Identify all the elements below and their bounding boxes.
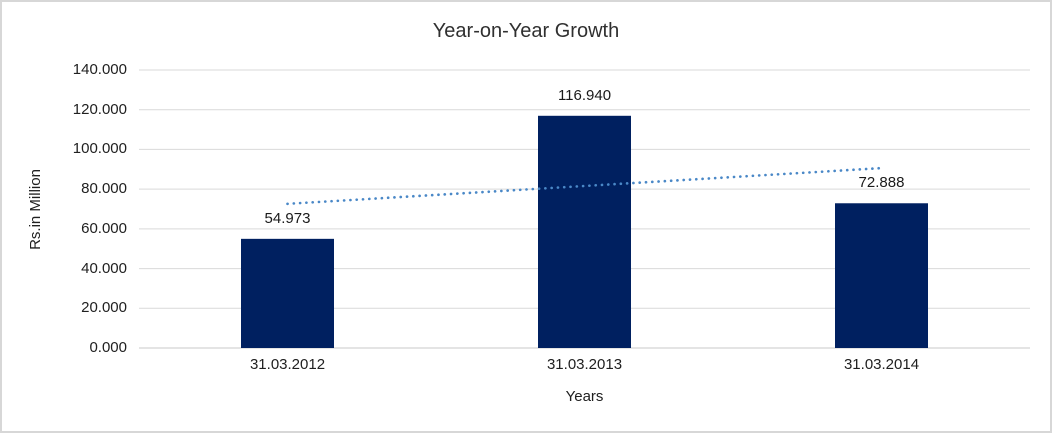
y-tick-label: 120.000 <box>72 100 127 118</box>
bar <box>241 238 334 348</box>
trendline <box>286 166 883 206</box>
x-category-label: 31.03.2013 <box>546 356 623 373</box>
data-label: 72.888 <box>858 174 905 192</box>
y-tick-label: 80.000 <box>81 180 127 198</box>
bar <box>835 203 928 348</box>
bar <box>538 115 631 348</box>
chart-title: Year-on-Year Growth <box>432 20 620 42</box>
x-category-label: 31.03.2012 <box>249 356 326 373</box>
data-label: 54.973 <box>264 209 311 227</box>
data-label: 116.940 <box>557 86 612 104</box>
x-category-label: 31.03.2014 <box>843 356 920 373</box>
y-tick-label: 140.000 <box>72 61 127 78</box>
y-tick-label: 0.000 <box>89 339 127 356</box>
y-tick-label: 60.000 <box>81 219 127 237</box>
y-tick-label: 20.000 <box>81 299 127 317</box>
x-axis-title: Years <box>565 388 604 405</box>
y-tick-label: 100.000 <box>72 140 127 158</box>
y-tick-label: 40.000 <box>81 259 127 277</box>
